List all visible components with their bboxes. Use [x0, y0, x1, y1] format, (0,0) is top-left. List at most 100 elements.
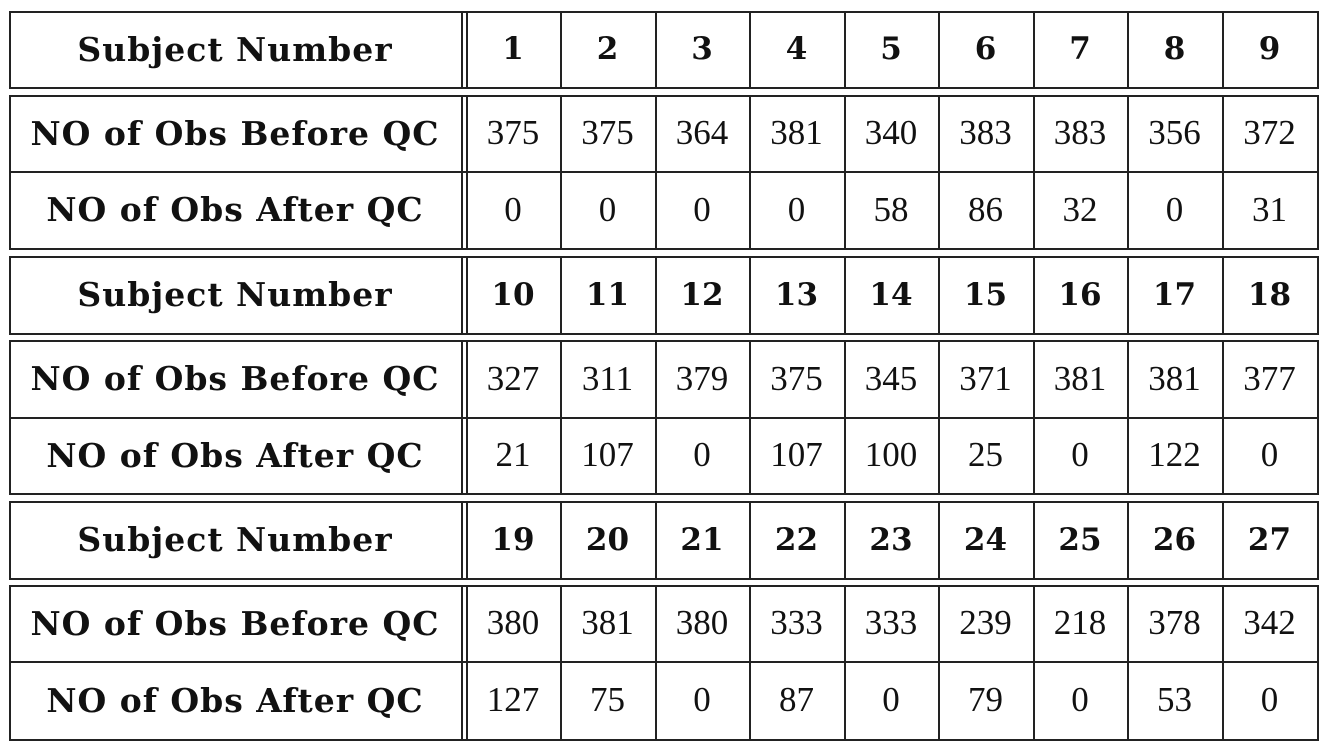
body-box-column-divider — [938, 585, 940, 741]
header-box-bottom-border — [9, 87, 1318, 89]
header-box-column-divider — [844, 256, 846, 335]
subject-number-cell: 19 — [491, 521, 535, 558]
subject-number-cell: 25 — [1058, 521, 1102, 558]
header-box-column-divider — [655, 501, 657, 580]
obs-after-qc-value: 53 — [1157, 680, 1192, 719]
obs-after-qc-value: 0 — [504, 189, 522, 229]
header-box-column-divider — [1222, 256, 1224, 335]
body-box-label-divider — [461, 585, 463, 741]
body-box-top-border — [9, 95, 1318, 97]
obs-before-qc-value: 333 — [864, 603, 918, 642]
header-box-column-divider — [655, 11, 657, 89]
obs-before-qc-value: 372 — [1243, 113, 1296, 152]
header-box-label-divider — [461, 11, 463, 89]
obs-after-qc-value: 0 — [882, 680, 900, 719]
obs-before-qc-value: 327 — [486, 358, 540, 398]
header-box-column-divider — [1317, 11, 1319, 89]
body-box-column-divider — [1127, 585, 1129, 741]
obs-before-qc-value: 379 — [675, 358, 729, 398]
obs-after-qc-value: 31 — [1252, 189, 1287, 229]
subject-number-cell: 18 — [1247, 276, 1292, 313]
subject-number-label: Subject Number — [77, 29, 393, 69]
subject-number-cell: 24 — [963, 521, 1008, 558]
header-box-bottom-border — [9, 333, 1318, 335]
row-divider — [9, 661, 1318, 663]
header-box-column-divider — [466, 11, 468, 89]
subject-number-cell: 11 — [585, 276, 630, 313]
body-box-column-divider — [655, 585, 657, 741]
header-box-column-divider — [1222, 501, 1224, 580]
subject-number-cell: 21 — [680, 521, 724, 558]
header-box-top-border — [9, 501, 1318, 503]
subject-number-cell: 14 — [869, 276, 913, 313]
header-box-column-divider — [844, 11, 846, 89]
body-box-column-divider — [749, 585, 751, 741]
obs-after-qc-value: 122 — [1148, 435, 1201, 474]
header-box-column-divider — [655, 256, 657, 335]
header-box-left-border — [9, 501, 11, 580]
header-box-column-divider — [560, 256, 562, 335]
obs-before-qc-label: NO of Obs Before QC — [30, 359, 440, 398]
obs-after-qc-value: 87 — [779, 680, 814, 719]
subject-number-cell: 6 — [974, 31, 997, 67]
obs-after-qc-value: 86 — [968, 189, 1003, 229]
obs-after-qc-label: NO of Obs After QC — [46, 190, 424, 229]
obs-before-qc-value: 375 — [581, 113, 634, 152]
header-box-column-divider — [1222, 11, 1224, 89]
obs-before-qc-value: 345 — [864, 358, 918, 398]
body-box-left-border — [9, 585, 11, 741]
header-box-column-divider — [749, 501, 751, 580]
obs-before-qc-value: 383 — [1053, 113, 1107, 152]
subject-number-cell: 2 — [596, 31, 619, 67]
subject-number-cell: 26 — [1152, 521, 1197, 558]
obs-after-qc-value: 127 — [486, 680, 540, 719]
subject-number-cell: 12 — [680, 276, 724, 313]
header-box-column-divider — [938, 11, 940, 89]
header-box-left-border — [9, 256, 11, 335]
obs-after-qc-value: 0 — [693, 680, 711, 719]
header-box-column-divider — [844, 501, 846, 580]
subject-number-label: Subject Number — [77, 275, 393, 314]
obs-after-qc-value: 0 — [693, 189, 711, 229]
obs-before-qc-label: NO of Obs Before QC — [30, 603, 440, 643]
obs-before-qc-value: 381 — [770, 113, 823, 152]
obs-after-qc-value: 25 — [968, 435, 1003, 474]
obs-after-qc-value: 107 — [581, 435, 634, 474]
obs-after-qc-value: 0 — [1260, 435, 1279, 474]
obs-before-qc-value: 218 — [1053, 603, 1107, 642]
obs-before-qc-value: 381 — [1053, 358, 1107, 398]
obs-after-qc-value: 0 — [1071, 435, 1089, 474]
body-box-column-divider — [466, 585, 468, 741]
header-box-label-divider — [461, 256, 463, 335]
header-box-top-border — [9, 256, 1318, 258]
obs-before-qc-value: 380 — [675, 603, 729, 642]
obs-before-qc-value: 380 — [486, 603, 540, 642]
subject-number-cell: 4 — [785, 31, 808, 67]
subject-number-cell: 23 — [869, 521, 913, 558]
header-box-column-divider — [1033, 501, 1035, 580]
subject-number-cell: 27 — [1247, 521, 1292, 558]
header-box-column-divider — [1033, 11, 1035, 89]
obs-before-qc-value: 239 — [959, 603, 1012, 642]
obs-before-qc-value: 375 — [770, 358, 823, 398]
header-box-column-divider — [1317, 256, 1319, 335]
obs-before-qc-value: 311 — [581, 358, 634, 398]
row-divider — [9, 417, 1318, 419]
obs-before-qc-value: 377 — [1243, 358, 1296, 398]
obs-after-qc-value: 58 — [873, 189, 909, 229]
obs-before-qc-value: 378 — [1148, 603, 1201, 642]
body-box-column-divider — [1317, 585, 1319, 741]
obs-before-qc-value: 364 — [675, 113, 729, 152]
body-box-bottom-border — [9, 739, 1318, 741]
body-box-column-divider — [844, 585, 846, 741]
subject-number-cell: 22 — [774, 521, 819, 558]
obs-after-qc-label: NO of Obs After QC — [46, 435, 424, 475]
obs-after-qc-value: 0 — [1071, 680, 1089, 719]
subject-number-cell: 1 — [502, 31, 524, 67]
subject-number-cell: 7 — [1069, 31, 1091, 67]
obs-before-qc-value: 375 — [486, 113, 540, 152]
header-box-left-border — [9, 11, 11, 89]
obs-after-qc-value: 32 — [1062, 189, 1098, 229]
header-box-column-divider — [749, 11, 751, 89]
